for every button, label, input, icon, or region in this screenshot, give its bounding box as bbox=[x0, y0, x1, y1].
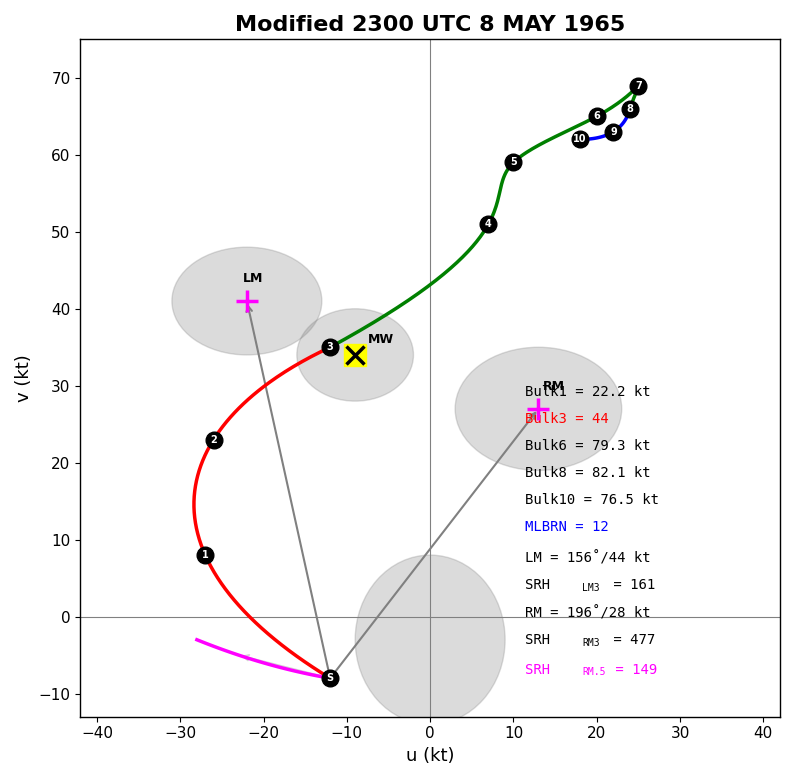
Text: 6: 6 bbox=[593, 112, 600, 122]
Ellipse shape bbox=[355, 555, 505, 725]
Text: RM: RM bbox=[543, 380, 564, 392]
Text: Bulk3 = 44: Bulk3 = 44 bbox=[525, 412, 608, 426]
Text: 3: 3 bbox=[327, 342, 334, 353]
Text: SRH: SRH bbox=[525, 633, 549, 647]
Text: = 149: = 149 bbox=[607, 662, 657, 676]
Text: S: S bbox=[327, 673, 334, 683]
Text: 7: 7 bbox=[635, 80, 642, 90]
X-axis label: u (kt): u (kt) bbox=[406, 747, 455, 765]
Ellipse shape bbox=[455, 347, 622, 470]
Text: RM = 196˚/28 kt: RM = 196˚/28 kt bbox=[525, 606, 650, 621]
Ellipse shape bbox=[297, 309, 413, 401]
Text: LM = 156˚/44 kt: LM = 156˚/44 kt bbox=[525, 551, 650, 566]
Text: LM3: LM3 bbox=[582, 583, 599, 593]
Text: RM.5: RM.5 bbox=[582, 667, 606, 677]
Text: = 477: = 477 bbox=[605, 633, 655, 647]
Text: Bulk10 = 76.5 kt: Bulk10 = 76.5 kt bbox=[525, 493, 658, 507]
Text: Bulk8 = 82.1 kt: Bulk8 = 82.1 kt bbox=[525, 466, 650, 480]
Text: = 161: = 161 bbox=[605, 578, 655, 592]
Y-axis label: v (kt): v (kt) bbox=[15, 354, 33, 402]
Ellipse shape bbox=[172, 247, 322, 355]
Text: LM: LM bbox=[242, 271, 263, 285]
Text: Bulk1 = 22.2 kt: Bulk1 = 22.2 kt bbox=[525, 385, 650, 399]
Text: 5: 5 bbox=[510, 158, 517, 168]
Text: 8: 8 bbox=[626, 104, 634, 114]
Title: Modified 2300 UTC 8 MAY 1965: Modified 2300 UTC 8 MAY 1965 bbox=[235, 15, 625, 35]
Text: 2: 2 bbox=[210, 434, 217, 445]
Text: RM3: RM3 bbox=[582, 638, 599, 648]
Text: 1: 1 bbox=[202, 550, 208, 560]
Text: 4: 4 bbox=[485, 219, 492, 229]
Text: SRH: SRH bbox=[525, 578, 549, 592]
Text: Bulk6 = 79.3 kt: Bulk6 = 79.3 kt bbox=[525, 439, 650, 453]
Text: MLBRN = 12: MLBRN = 12 bbox=[525, 520, 608, 534]
Text: MW: MW bbox=[367, 333, 394, 346]
Text: SRH: SRH bbox=[525, 662, 549, 676]
Text: 10: 10 bbox=[573, 134, 587, 144]
Text: 9: 9 bbox=[610, 126, 617, 136]
